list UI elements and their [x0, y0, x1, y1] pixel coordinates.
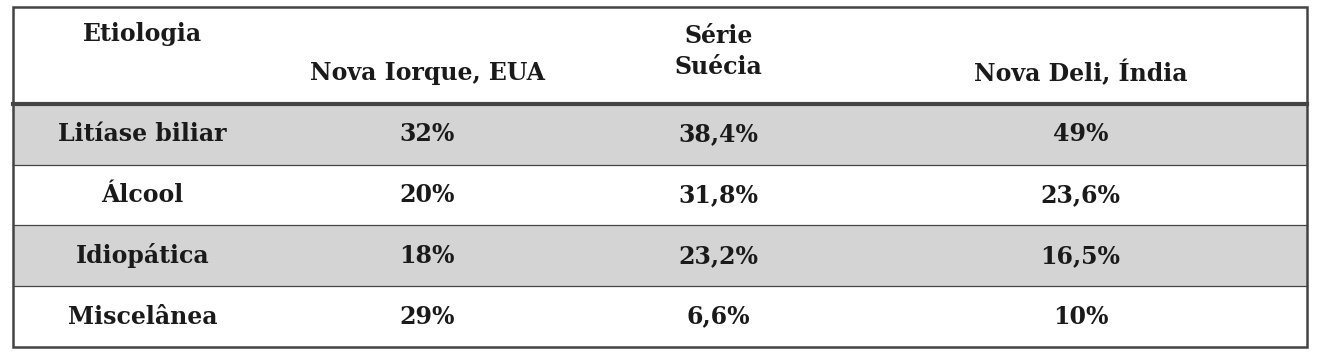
Text: 23,6%: 23,6%	[1040, 183, 1121, 207]
Text: 20%: 20%	[400, 183, 455, 207]
Text: Idiopática: Idiopática	[75, 243, 210, 268]
Text: 49%: 49%	[1052, 122, 1109, 146]
Bar	[13, 286, 1307, 347]
Text: 23,2%: 23,2%	[678, 244, 758, 268]
Bar	[13, 7, 1307, 104]
Text: Nova Iorque, EUA: Nova Iorque, EUA	[310, 61, 545, 85]
Bar	[13, 104, 1307, 165]
Text: Álcool: Álcool	[102, 183, 183, 207]
Text: 32%: 32%	[400, 122, 455, 146]
Text: 29%: 29%	[400, 304, 455, 329]
Text: 6,6%: 6,6%	[686, 304, 750, 329]
Text: Litíase biliar: Litíase biliar	[58, 122, 227, 146]
Text: 16,5%: 16,5%	[1040, 244, 1121, 268]
Text: Miscelânea: Miscelânea	[67, 304, 218, 329]
Text: 31,8%: 31,8%	[678, 183, 758, 207]
Text: Série: Série	[684, 24, 752, 48]
Bar	[13, 165, 1307, 225]
Text: 38,4%: 38,4%	[678, 122, 758, 146]
Bar	[13, 225, 1307, 286]
Text: 10%: 10%	[1052, 304, 1109, 329]
Text: Suécia: Suécia	[675, 55, 762, 79]
Text: 18%: 18%	[400, 244, 455, 268]
Text: Etiologia: Etiologia	[83, 22, 202, 46]
Text: Nova Deli, Índia: Nova Deli, Índia	[974, 60, 1187, 86]
